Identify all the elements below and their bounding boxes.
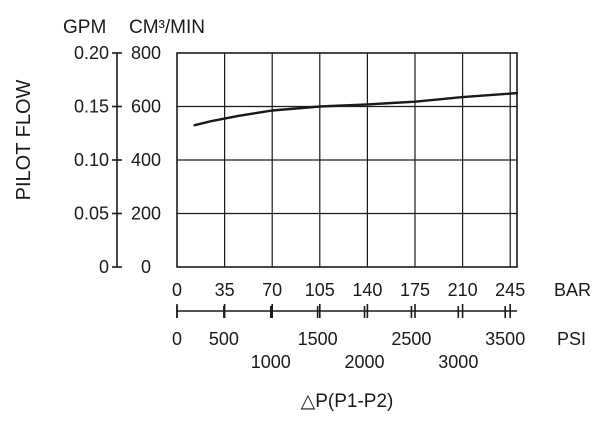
flow-curve bbox=[193, 91, 519, 127]
bar-tick-label: 140 bbox=[352, 280, 382, 300]
psi-tick-label: 2000 bbox=[345, 352, 385, 372]
psi-tick-label: 2500 bbox=[391, 329, 431, 349]
bar-tick-label: 70 bbox=[262, 280, 282, 300]
x-axis-title: △P(P1-P2) bbox=[301, 391, 394, 412]
psi-tick-label: 0 bbox=[172, 329, 182, 349]
psi-tick-label: 1000 bbox=[251, 352, 291, 372]
gpm-tick-label: 0.10 bbox=[74, 150, 109, 170]
bar-tick-label: 35 bbox=[215, 280, 235, 300]
cm3-tick-label: 800 bbox=[131, 43, 161, 63]
bar-tick-label: 175 bbox=[400, 280, 430, 300]
gpm-tick-label: 0.20 bbox=[74, 43, 109, 63]
psi-unit-label: PSI bbox=[557, 329, 586, 349]
bar-tick-label: 0 bbox=[172, 280, 182, 300]
psi-tick-label: 3500 bbox=[485, 329, 525, 349]
psi-tick-label: 1500 bbox=[298, 329, 338, 349]
gpm-tick-label: 0.15 bbox=[74, 97, 109, 117]
cm3-tick-label: 600 bbox=[131, 97, 161, 117]
bar-unit-label: BAR bbox=[554, 280, 591, 300]
gpm-tick-label: 0.05 bbox=[74, 204, 109, 224]
plot-frame bbox=[176, 52, 518, 268]
psi-axis: 0 500 1500 2500 3500 1000 2000 3000 bbox=[172, 306, 525, 372]
gpm-tick-label: 0 bbox=[99, 257, 109, 277]
psi-tick-label: 500 bbox=[209, 329, 239, 349]
cm3-tick-label: 200 bbox=[131, 204, 161, 224]
y-ticks: 0 0 200 0.05 400 0.10 600 0.15 800 0.20 bbox=[74, 43, 161, 277]
cm3-tick-label: 400 bbox=[131, 150, 161, 170]
grid bbox=[177, 53, 517, 267]
cm3-unit-label: CM³/MIN bbox=[129, 17, 205, 38]
y-axis-title: PILOT FLOW bbox=[13, 79, 35, 200]
bar-tick-label: 210 bbox=[448, 280, 478, 300]
bar-tick-label: 105 bbox=[305, 280, 335, 300]
bar-axis: 0 35 70 105 140 175 210 245 bbox=[172, 280, 525, 318]
psi-tick-label: 3000 bbox=[438, 352, 478, 372]
cm3-tick-label: 0 bbox=[141, 257, 151, 277]
gpm-unit-label: GPM bbox=[63, 17, 106, 38]
bar-tick-label: 245 bbox=[495, 280, 525, 300]
